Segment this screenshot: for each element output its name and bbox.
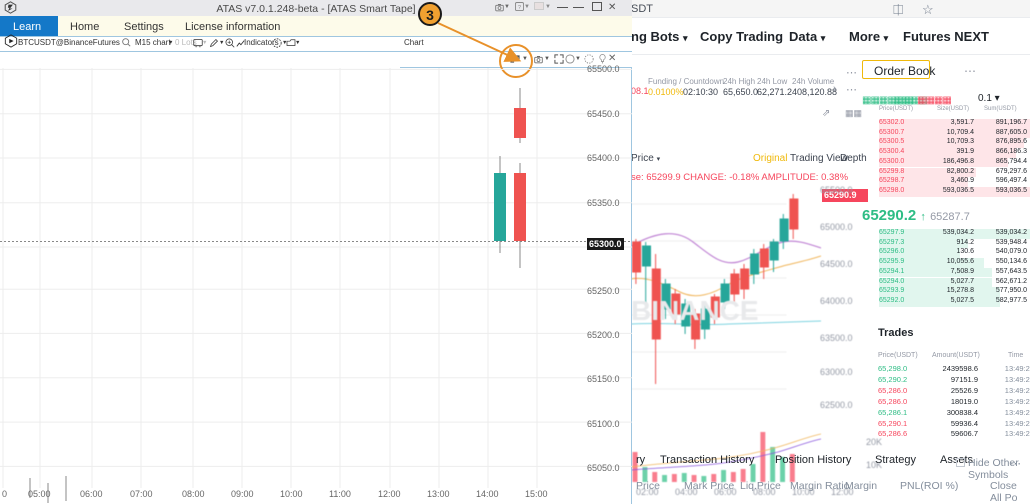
svg-text:?: ? [518,5,521,11]
